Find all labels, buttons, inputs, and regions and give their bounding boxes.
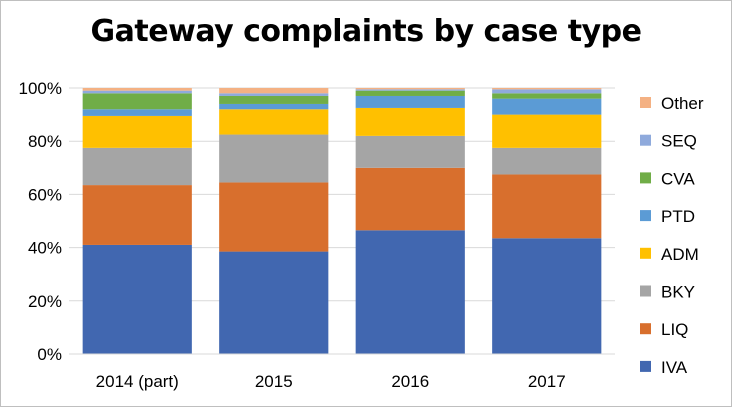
bar-segment-seq: [492, 89, 602, 94]
legend-swatch: [640, 360, 651, 372]
y-axis: 0% 20% 40% 60% 80% 100%: [19, 79, 62, 364]
bar-segment-bky: [219, 134, 329, 183]
bar-segment-cva: [82, 93, 192, 110]
bar-segment-liq: [219, 182, 329, 252]
bar-segment-other: [492, 88, 602, 90]
legend-label: BKY: [661, 283, 695, 302]
legend-label: LIQ: [661, 320, 688, 339]
bar-segment-adm: [82, 115, 192, 148]
x-tick-label: 2017: [528, 372, 566, 391]
legend-swatch: [640, 323, 651, 335]
legend-swatch: [640, 285, 651, 297]
legend-swatch: [640, 247, 651, 259]
bar-segment-other: [82, 88, 192, 91]
x-tick-label: 2016: [391, 372, 429, 391]
x-tick-label: 2014 (part): [96, 372, 179, 391]
bar-segment-iva: [492, 238, 602, 354]
y-tick-label: 60%: [28, 185, 62, 204]
bar-segment-liq: [355, 167, 465, 231]
bar-segment-ptd: [492, 98, 602, 115]
legend-swatch: [640, 172, 651, 184]
bar-segment-iva: [219, 251, 329, 354]
chart-title: Gateway complaints by case type: [90, 14, 642, 49]
legend-swatch: [640, 134, 651, 146]
bar-segment-bky: [82, 147, 192, 186]
bar-segment-bky: [355, 135, 465, 168]
legend-label: SEQ: [661, 132, 697, 151]
bar-segment-cva: [219, 95, 329, 104]
bar-segment-bky: [492, 147, 602, 175]
bar-segment-adm: [492, 114, 602, 148]
bar-segment-cva: [355, 90, 465, 96]
bar-segment-liq: [492, 174, 602, 239]
legend-label: IVA: [661, 358, 688, 377]
bar-segment-ptd: [355, 95, 465, 108]
y-tick-label: 100%: [19, 79, 62, 98]
legend-label: PTD: [661, 207, 695, 226]
bar-segment-seq: [219, 93, 329, 96]
bar-segment-ptd: [82, 109, 192, 116]
y-tick-label: 80%: [28, 132, 62, 151]
legend-swatch: [640, 97, 651, 108]
legend-label: CVA: [661, 169, 695, 188]
bar-segment-iva: [82, 244, 192, 354]
bar-segment-other: [219, 88, 329, 94]
bar-segment-ptd: [219, 103, 329, 110]
legend-label: ADM: [661, 245, 699, 264]
bar-segment-seq: [82, 90, 192, 94]
bar-segment-liq: [82, 185, 192, 245]
bars: [82, 88, 602, 354]
bar-segment-seq: [355, 89, 465, 91]
bar-segment-cva: [492, 93, 602, 99]
y-tick-label: 0%: [37, 345, 62, 364]
legend: Other SEQ CVA PTD ADM BKY LIQ IVA: [640, 94, 704, 377]
bar-segment-adm: [355, 107, 465, 136]
x-axis: 2014 (part) 2015 2016 2017: [69, 353, 615, 391]
legend-label: Other: [661, 94, 704, 113]
x-tick-label: 2015: [255, 372, 293, 391]
bar-segment-adm: [219, 109, 329, 135]
bar-segment-other: [355, 88, 465, 90]
y-tick-label: 40%: [28, 239, 62, 258]
y-tick-label: 20%: [28, 292, 62, 311]
legend-swatch: [640, 210, 651, 222]
bar-segment-iva: [355, 230, 465, 354]
